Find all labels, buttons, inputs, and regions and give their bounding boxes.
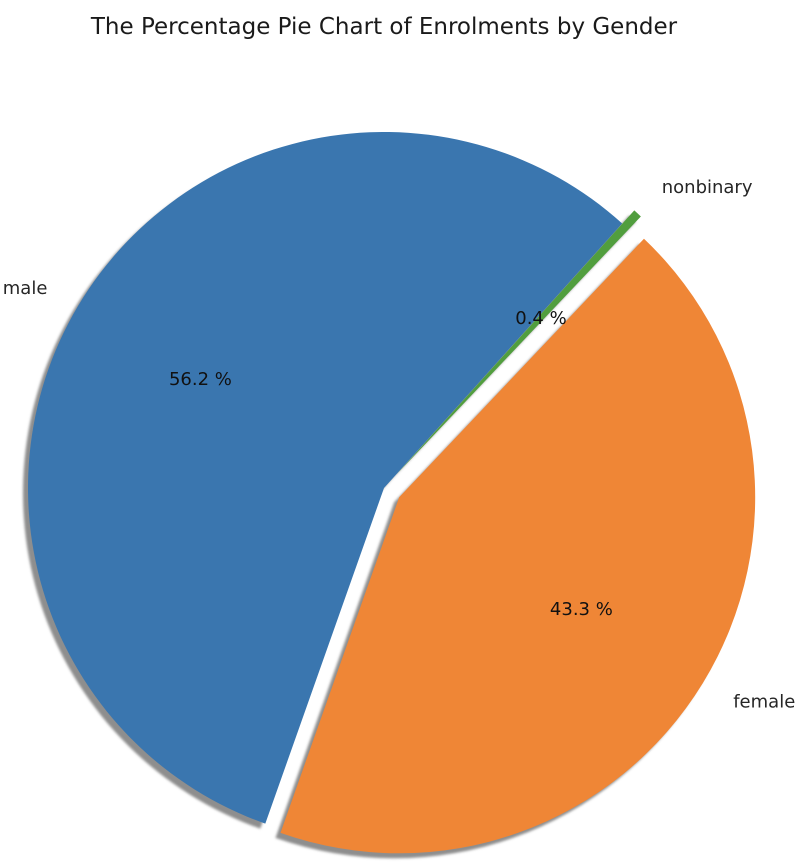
pie-slice-male [28, 132, 623, 824]
pie-slices [28, 132, 756, 854]
slice-label-female: female [733, 692, 795, 713]
slice-label-nonbinary: nonbinary [662, 177, 753, 198]
slice-label-male: male [3, 278, 48, 299]
percent-label-female: 43.3 % [550, 599, 613, 620]
percent-label-nonbinary: 0.4 % [515, 308, 566, 329]
pie-slice-female [280, 238, 756, 854]
chart-title: The Percentage Pie Chart of Enrolments b… [90, 14, 678, 40]
pie-labels: male 56.2 % female 43.3 % nonbinary 0.4 % [3, 177, 796, 712]
percent-label-male: 56.2 % [169, 369, 232, 390]
pie-slice-nonbinary [396, 210, 641, 475]
